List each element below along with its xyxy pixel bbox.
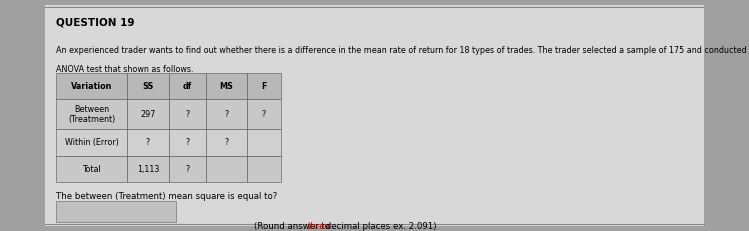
Bar [247,73,281,99]
Text: Between
(Treatment): Between (Treatment) [68,105,115,124]
Bar [169,156,206,182]
Text: df: df [183,82,192,91]
Text: An experienced trader wants to find out whether there is a difference in the mea: An experienced trader wants to find out … [56,46,749,55]
Bar [127,99,169,129]
Bar [127,73,169,99]
Text: (Round answer to: (Round answer to [254,222,333,231]
Bar [56,156,127,182]
Bar [247,156,281,182]
Bar [169,73,206,99]
Text: ?: ? [262,110,266,119]
Text: MS: MS [219,82,234,91]
Text: ?: ? [225,138,228,147]
Text: Variation: Variation [71,82,112,91]
Bar [206,73,247,99]
Text: ?: ? [146,138,150,147]
Text: decimal places ex. 2.091): decimal places ex. 2.091) [324,222,437,231]
Bar [206,129,247,156]
FancyBboxPatch shape [45,5,704,226]
Bar [127,156,169,182]
Text: ?: ? [185,165,189,174]
Text: three: three [308,222,330,231]
Bar [56,99,127,129]
Text: QUESTION 19: QUESTION 19 [56,17,135,27]
Bar [247,129,281,156]
Text: ?: ? [185,138,189,147]
Bar [206,156,247,182]
Text: ANOVA test that shown as follows.: ANOVA test that shown as follows. [56,65,194,74]
Text: The between (Treatment) mean square is equal to?: The between (Treatment) mean square is e… [56,192,277,201]
Text: Total: Total [82,165,101,174]
Bar [127,129,169,156]
Text: SS: SS [142,82,154,91]
Text: 1,113: 1,113 [137,165,159,174]
Text: ?: ? [185,110,189,119]
Text: Within (Error): Within (Error) [65,138,118,147]
Text: F: F [261,82,267,91]
Text: ?: ? [225,110,228,119]
Bar [247,99,281,129]
Bar [206,99,247,129]
Bar [169,99,206,129]
Bar [56,129,127,156]
Text: 297: 297 [140,110,156,119]
Bar [56,201,176,222]
Bar [169,129,206,156]
Bar [56,73,127,99]
